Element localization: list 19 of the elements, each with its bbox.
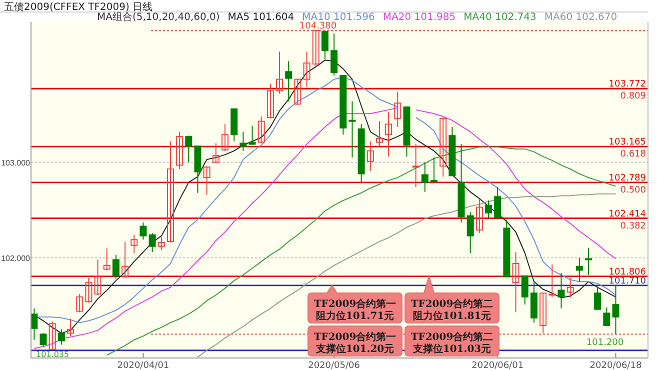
annotation: TF2009合约第二支撑位101.03元: [410, 331, 494, 355]
subtitle: MA组合(5,10,20,40,60,0): [97, 12, 220, 23]
annotation: TF2009合约第二阻力位101.81元: [410, 298, 494, 322]
annotation: 0.382: [620, 221, 646, 232]
annotation: TF2009合约第一支撑位101.20元: [314, 331, 396, 355]
annotation: 101.035: [36, 350, 70, 359]
ref-line-label: 102.414: [608, 209, 646, 220]
ref-line-label: 101.806: [608, 267, 646, 278]
annotation: 0.809: [620, 92, 646, 102]
ref-line-label: 103.165: [608, 138, 646, 148]
annotation: 0.500: [620, 185, 646, 196]
annotation: TF2009合约第一阻力位101.71元: [314, 298, 396, 322]
ref-line-label: 101.710: [608, 276, 646, 286]
ref-line-label: 104.380: [299, 22, 337, 32]
ref-line-label: 103.772: [608, 80, 646, 90]
title: 五债2009(CFFEX TF2009) 日线: [4, 2, 153, 13]
ref-line-label: 102.789: [608, 173, 646, 184]
annotation: 0.618: [620, 150, 646, 160]
ref-line-label: 101.200: [586, 338, 624, 348]
